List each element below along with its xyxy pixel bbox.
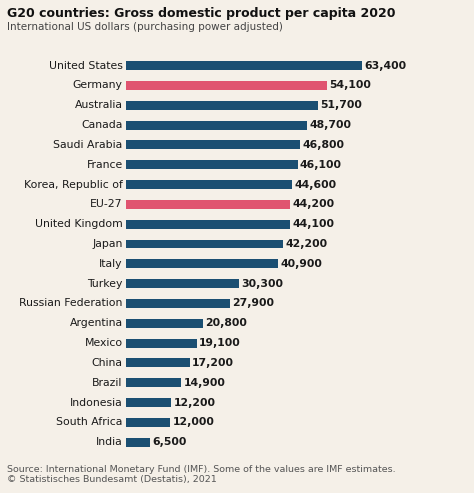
Bar bbox=[126, 81, 328, 90]
Bar bbox=[126, 259, 278, 268]
Text: India: India bbox=[96, 437, 123, 447]
Text: 48,700: 48,700 bbox=[310, 120, 351, 130]
Bar bbox=[126, 339, 197, 348]
Text: International US dollars (purchasing power adjusted): International US dollars (purchasing pow… bbox=[7, 22, 283, 32]
Bar bbox=[126, 358, 190, 367]
Text: 51,700: 51,700 bbox=[320, 100, 363, 110]
Bar bbox=[126, 61, 362, 70]
Text: 44,100: 44,100 bbox=[292, 219, 334, 229]
Text: Brazil: Brazil bbox=[92, 378, 123, 387]
Bar bbox=[126, 279, 238, 288]
Text: 30,300: 30,300 bbox=[241, 279, 283, 288]
Text: 14,900: 14,900 bbox=[183, 378, 225, 387]
Bar bbox=[126, 121, 307, 130]
Text: 20,800: 20,800 bbox=[205, 318, 247, 328]
Text: ©️ Statistisches Bundesamt (Destatis), 2021: ©️ Statistisches Bundesamt (Destatis), 2… bbox=[7, 475, 217, 484]
Text: 46,800: 46,800 bbox=[302, 140, 345, 150]
Text: Argentina: Argentina bbox=[70, 318, 123, 328]
Text: 27,900: 27,900 bbox=[232, 298, 274, 309]
Text: 44,200: 44,200 bbox=[292, 199, 335, 210]
Text: G20 countries: Gross domestic product per capita 2020: G20 countries: Gross domestic product pe… bbox=[7, 7, 396, 20]
Text: China: China bbox=[91, 358, 123, 368]
Text: United Kingdom: United Kingdom bbox=[35, 219, 123, 229]
Text: Indonesia: Indonesia bbox=[70, 397, 123, 408]
Text: United States: United States bbox=[49, 61, 123, 70]
Text: 46,100: 46,100 bbox=[300, 160, 342, 170]
Text: 54,100: 54,100 bbox=[329, 80, 372, 90]
Bar bbox=[126, 220, 290, 229]
Text: Russian Federation: Russian Federation bbox=[19, 298, 123, 309]
Bar bbox=[126, 299, 230, 308]
Text: Japan: Japan bbox=[92, 239, 123, 249]
Bar bbox=[126, 418, 170, 427]
Text: 17,200: 17,200 bbox=[192, 358, 234, 368]
Text: Source: International Monetary Fund (IMF). Some of the values are IMF estimates.: Source: International Monetary Fund (IMF… bbox=[7, 465, 396, 474]
Text: France: France bbox=[86, 160, 123, 170]
Text: 12,200: 12,200 bbox=[173, 397, 215, 408]
Bar bbox=[126, 101, 319, 110]
Text: Italy: Italy bbox=[99, 259, 123, 269]
Bar bbox=[126, 398, 171, 407]
Text: 40,900: 40,900 bbox=[281, 259, 322, 269]
Bar bbox=[126, 240, 283, 248]
Bar bbox=[126, 200, 291, 209]
Bar bbox=[126, 319, 203, 328]
Bar bbox=[126, 141, 300, 149]
Bar bbox=[126, 438, 150, 447]
Text: 12,000: 12,000 bbox=[173, 418, 214, 427]
Text: Australia: Australia bbox=[74, 100, 123, 110]
Bar bbox=[126, 378, 181, 387]
Text: EU-27: EU-27 bbox=[90, 199, 123, 210]
Text: 6,500: 6,500 bbox=[152, 437, 186, 447]
Bar bbox=[126, 160, 298, 169]
Text: 42,200: 42,200 bbox=[285, 239, 328, 249]
Text: 63,400: 63,400 bbox=[365, 61, 406, 70]
Text: Korea, Republic of: Korea, Republic of bbox=[24, 179, 123, 189]
Text: Canada: Canada bbox=[81, 120, 123, 130]
Text: South Africa: South Africa bbox=[56, 418, 123, 427]
Text: Germany: Germany bbox=[73, 80, 123, 90]
Text: Saudi Arabia: Saudi Arabia bbox=[54, 140, 123, 150]
Text: Mexico: Mexico bbox=[84, 338, 123, 348]
Text: 44,600: 44,600 bbox=[294, 179, 336, 189]
Text: Turkey: Turkey bbox=[87, 279, 123, 288]
Bar bbox=[126, 180, 292, 189]
Text: 19,100: 19,100 bbox=[199, 338, 241, 348]
